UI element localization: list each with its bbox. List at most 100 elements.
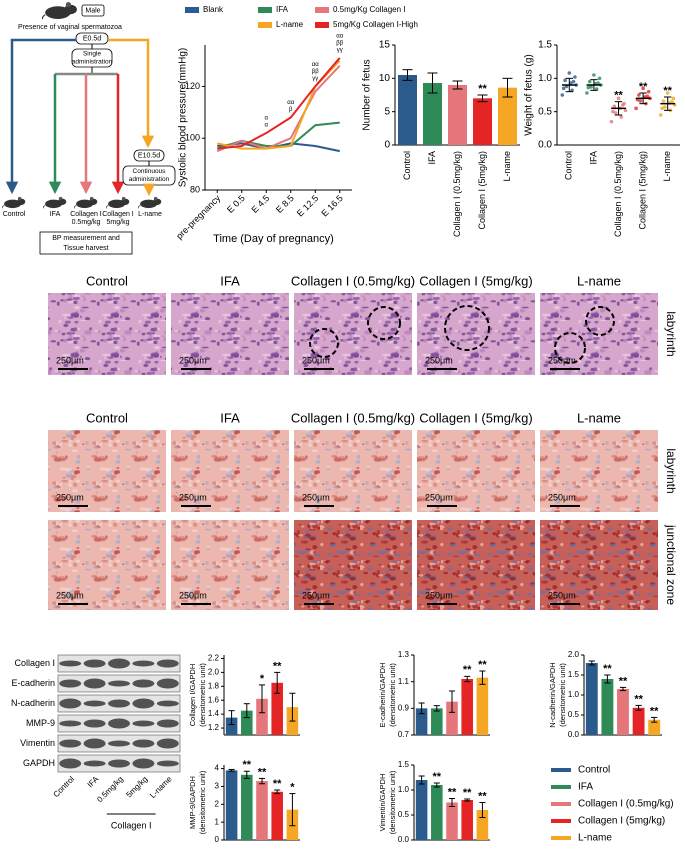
y-tick-label: 0.5 <box>398 810 410 819</box>
error-bar <box>274 789 281 795</box>
error-bar <box>289 793 296 827</box>
blot-band <box>83 678 106 689</box>
bar <box>632 707 645 735</box>
significance-label: ** <box>243 759 252 771</box>
protein-label: Vimentin <box>20 738 55 748</box>
error-bar <box>448 798 456 807</box>
legend-label: Control <box>578 765 610 776</box>
blot-band <box>108 680 130 687</box>
y-tick-label: 1.5 <box>538 40 552 51</box>
blot-band <box>108 759 130 768</box>
bar <box>256 698 268 735</box>
y-axis-label: N-cadherin/GAPDH <box>548 662 557 727</box>
y-tick-label: 1 <box>215 817 220 826</box>
data-point <box>658 113 663 117</box>
bar <box>648 719 661 735</box>
error-bar <box>274 671 281 694</box>
y-axis-label: (densitometric unit) <box>388 663 397 727</box>
y-tick-label: 0.0 <box>398 835 410 844</box>
bar <box>431 708 443 735</box>
y-tick-label: 1.6 <box>208 695 220 704</box>
significance-label: ** <box>273 660 282 672</box>
data-point <box>560 93 565 97</box>
significance-label: ** <box>603 663 612 675</box>
legend-label: L-name <box>276 20 304 29</box>
bar <box>271 791 283 840</box>
blot-band <box>59 679 82 688</box>
significance-label: ** <box>433 771 442 783</box>
error-bar <box>427 72 438 94</box>
day-label: E0.5d <box>83 35 101 42</box>
blot-band <box>83 760 106 767</box>
blot-band <box>132 660 155 667</box>
y-tick-label: 1.2 <box>208 723 220 732</box>
blot-band <box>156 678 179 689</box>
micrograph <box>294 430 412 512</box>
y-tick-label: 15 <box>379 40 391 51</box>
legend-label: 5mg/Kg Collagen I-High <box>333 20 418 29</box>
y-axis-label: Number of fetus <box>362 59 373 130</box>
blot-band <box>83 700 106 707</box>
legend-label: IFA <box>578 782 593 793</box>
y-tick-label: 10 <box>379 73 391 84</box>
lane-label: L-name <box>148 774 174 800</box>
blot-band <box>108 740 130 747</box>
data-point <box>638 99 643 103</box>
error-bar <box>452 80 463 90</box>
x-tick-label: L-name <box>662 151 672 182</box>
admin-label: administration <box>72 59 113 66</box>
row-label: labyrinth <box>664 448 678 493</box>
significance-label: ** <box>634 693 643 705</box>
x-tick-label: Collagen I (5mg/kg) <box>637 151 647 230</box>
series-line <box>216 65 341 153</box>
bar <box>241 710 253 735</box>
y-tick-label: 0 <box>215 835 220 844</box>
scale-bar-label: 250μm <box>179 590 207 600</box>
y-tick-label: 1.0 <box>398 785 410 794</box>
annotation: β <box>289 107 293 113</box>
bar <box>256 781 268 840</box>
scale-bar-label: 250μm <box>302 590 330 600</box>
legend-label: IFA <box>276 5 289 14</box>
scale-bar-label: 250μm <box>302 492 330 502</box>
x-tick-label: E 8.5 <box>274 193 296 215</box>
blot-band <box>59 660 82 667</box>
row-label: junctional zone <box>664 524 678 605</box>
micrograph <box>294 520 412 610</box>
lane-label: 5mg/kg <box>124 775 149 800</box>
error-bar <box>289 692 296 722</box>
harvest-label: Tissue harvest <box>63 245 108 252</box>
scale-bar-label: 250μm <box>56 355 84 365</box>
group-label: Collagen I <box>70 211 102 218</box>
bar <box>476 677 489 735</box>
error-bar <box>243 770 250 779</box>
column-label: Control <box>86 273 128 288</box>
bar <box>241 774 253 840</box>
bar <box>461 800 473 840</box>
y-tick-label: 3 <box>215 782 220 791</box>
lane-label: Control <box>52 774 77 799</box>
x-tick-label: L-name <box>502 151 512 182</box>
annotation: αα <box>312 62 319 68</box>
significance-label: ** <box>463 664 472 676</box>
scale-bar-label: 250μm <box>56 590 84 600</box>
protein-label: E-cadherin <box>11 678 55 688</box>
legend-swatch <box>315 7 329 13</box>
x-tick-label: Collagen I (0.5mg/kg) <box>452 151 462 237</box>
bar <box>476 810 489 840</box>
legend-swatch <box>258 22 272 28</box>
annotation: αα <box>336 34 343 40</box>
bar <box>415 708 428 735</box>
y-tick-label: 1.3 <box>398 650 410 659</box>
error-bar <box>635 704 642 711</box>
data-point <box>670 99 674 104</box>
annotation: α <box>265 123 269 129</box>
micrograph <box>171 293 289 375</box>
data-point <box>646 89 651 94</box>
significance-label: * <box>260 673 265 685</box>
scale-bar-label: 250μm <box>56 492 84 502</box>
blot-band <box>108 699 130 708</box>
column-label: L-name <box>577 273 621 288</box>
